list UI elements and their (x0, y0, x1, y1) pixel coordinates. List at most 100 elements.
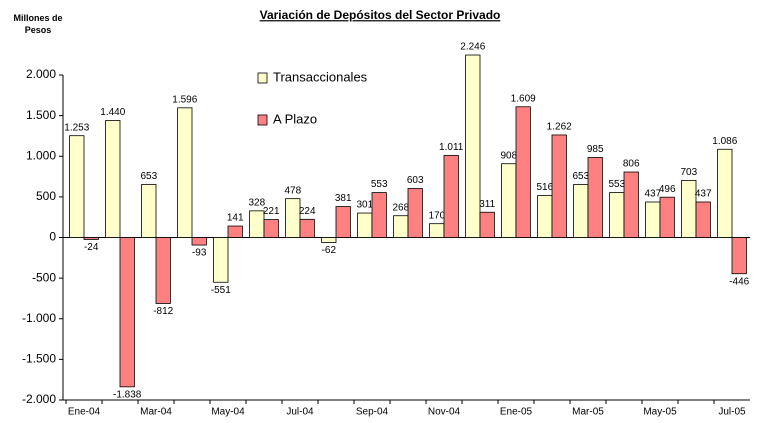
bar (119, 237, 135, 388)
data-label: 806 (623, 159, 640, 170)
data-label: 553 (608, 179, 625, 190)
bar (263, 219, 279, 238)
data-label: 1.609 (511, 93, 536, 104)
bar (537, 195, 553, 238)
data-label: 1.596 (172, 94, 197, 105)
bar (191, 237, 207, 246)
bar (83, 237, 99, 240)
bar (479, 211, 495, 238)
x-tick-label: Mar-04 (140, 407, 172, 418)
data-label: 908 (500, 150, 517, 161)
data-label: 603 (407, 175, 424, 186)
bar (227, 225, 243, 238)
data-label: 311 (479, 199, 495, 210)
x-tick-label: Jul-04 (286, 407, 314, 418)
bar (177, 107, 193, 238)
legend-label: Transaccionales (273, 69, 368, 84)
x-tick-label: Mar-05 (572, 407, 604, 418)
data-label: 221 (263, 206, 280, 217)
bar (371, 192, 387, 238)
bar (429, 223, 445, 238)
bar (465, 54, 481, 238)
bar (609, 192, 625, 238)
data-label: 1.011 (439, 142, 464, 153)
data-label: -1.838 (113, 389, 142, 400)
data-label: 1.253 (64, 122, 89, 133)
bar (299, 218, 315, 238)
data-label: 301 (356, 200, 373, 211)
y-tick-label: 0 (49, 230, 56, 244)
chart-title: Variación de Depósitos del Sector Privad… (260, 8, 501, 22)
data-label: 985 (587, 144, 604, 155)
y-axis-label: Millones de Pesos (13, 13, 63, 35)
y-tick-label: 1.500 (26, 108, 56, 122)
bar (407, 188, 423, 238)
y-tick-label: -500 (32, 270, 56, 284)
bar (551, 134, 567, 238)
data-label: 268 (392, 202, 409, 213)
bar (681, 179, 697, 238)
y-tick-label: 2.000 (26, 67, 56, 81)
data-label: -24 (84, 242, 99, 253)
bar (573, 184, 589, 238)
data-label: 478 (284, 185, 301, 196)
bar (645, 201, 661, 238)
bar (501, 163, 517, 238)
data-label: 2.246 (460, 42, 485, 53)
y-tick-label: -1.500 (22, 352, 56, 366)
x-tick-label: Nov-04 (428, 407, 461, 418)
bar (285, 198, 301, 238)
data-label: 1.262 (547, 122, 572, 133)
bar (213, 237, 229, 283)
data-label: 328 (248, 197, 265, 208)
bar (659, 196, 675, 238)
x-tick-label: Ene-04 (68, 407, 101, 418)
data-label: 437 (644, 189, 661, 200)
bar (587, 157, 603, 238)
data-label: 653 (572, 171, 589, 182)
bar (695, 201, 711, 238)
data-label: 224 (299, 206, 316, 217)
y-tick-label: -1.000 (22, 311, 56, 325)
y-tick-label: 500 (36, 189, 56, 203)
bar (443, 154, 459, 238)
bar (393, 215, 409, 238)
data-label: 1.086 (712, 136, 737, 147)
data-label: 437 (695, 189, 712, 200)
bar (141, 184, 157, 238)
x-tick-label: Jul-05 (718, 407, 746, 418)
data-label: -62 (322, 245, 337, 256)
bar (717, 148, 733, 238)
data-label: 653 (140, 171, 157, 182)
data-label: 381 (335, 193, 352, 204)
bar (357, 212, 373, 238)
bar (105, 120, 121, 238)
bar (623, 171, 639, 238)
bar (69, 135, 85, 238)
legend-swatch (257, 114, 268, 126)
bar (249, 210, 265, 238)
legend-label: A Plazo (273, 111, 317, 126)
data-label: 170 (428, 210, 445, 221)
data-label: -446 (729, 276, 749, 287)
data-label: 703 (680, 167, 697, 178)
data-label: -551 (211, 285, 231, 296)
legend-swatch (257, 72, 268, 84)
data-label: -93 (192, 248, 207, 259)
bar (155, 237, 171, 304)
data-label: 553 (371, 179, 388, 190)
y-tick-label: -2.000 (22, 392, 56, 406)
x-tick-label: Ene-05 (500, 407, 533, 418)
bar (731, 237, 747, 275)
data-label: 1.440 (100, 107, 125, 118)
x-tick-label: May-04 (211, 407, 245, 418)
data-label: 496 (659, 184, 676, 195)
bar (515, 106, 531, 238)
bar (321, 237, 337, 243)
data-label: 141 (227, 213, 244, 224)
x-tick-label: Sep-04 (356, 407, 389, 418)
y-tick-label: 1.000 (26, 148, 56, 162)
bar (335, 206, 351, 238)
